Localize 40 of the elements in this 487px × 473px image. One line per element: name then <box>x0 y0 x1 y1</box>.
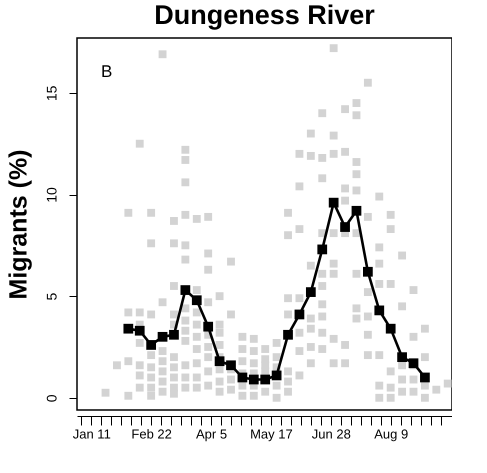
y-tick-label: 15 <box>44 85 60 102</box>
x-tick-label: Apr 5 <box>196 426 228 442</box>
x-tick-label: May 17 <box>250 426 293 442</box>
point <box>294 310 304 320</box>
x-tick-label: Aug 9 <box>374 426 408 442</box>
chart-title: Dungeness River <box>154 0 376 30</box>
point <box>203 322 214 332</box>
point <box>374 306 384 316</box>
point <box>260 374 270 384</box>
y-tick-label: 10 <box>44 187 60 203</box>
point <box>283 330 293 340</box>
point <box>272 370 282 380</box>
point <box>340 222 350 232</box>
point <box>238 372 248 382</box>
annotation: B <box>101 62 112 81</box>
x-tick-label: Jan 11 <box>72 426 111 442</box>
point <box>146 340 156 350</box>
x-tick-label: Feb 22 <box>131 426 172 442</box>
point <box>134 326 145 336</box>
point <box>214 356 224 366</box>
point <box>328 198 339 208</box>
point <box>158 332 168 342</box>
point <box>123 324 134 334</box>
point <box>352 206 362 216</box>
point <box>306 287 316 297</box>
point <box>408 358 418 368</box>
point <box>169 330 179 340</box>
x-tick-label: Jun 28 <box>312 426 351 442</box>
point <box>226 360 236 370</box>
point <box>420 372 430 382</box>
point <box>317 244 328 254</box>
point <box>248 374 259 384</box>
point <box>397 352 407 362</box>
y-tick-label: 5 <box>44 292 60 301</box>
y-axis-title: Migrants (%) <box>4 150 32 300</box>
point <box>192 295 202 306</box>
y-tick-label: 0 <box>44 394 60 402</box>
point <box>386 324 396 334</box>
point <box>180 285 190 295</box>
point <box>363 266 373 277</box>
